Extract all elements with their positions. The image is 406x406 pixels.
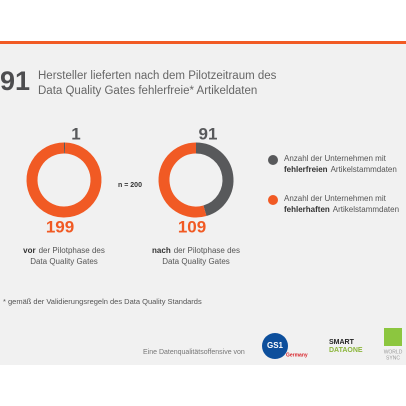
value-label: 199: [46, 217, 74, 236]
footnote: * gemäß der Validierungsregeln des Data …: [3, 297, 202, 306]
legend-label-text: Artikelstammdaten: [333, 205, 399, 214]
sdo-top: SMART: [329, 339, 355, 346]
ws-top: WORLD: [384, 349, 403, 355]
legend-marker: [268, 195, 278, 205]
group-label-bold: vor: [23, 246, 35, 255]
value-label: 1: [71, 124, 80, 143]
title-number: 91: [0, 66, 30, 96]
gs1-sub: Germany: [286, 352, 308, 358]
group-label-bold: nach: [152, 246, 171, 255]
legend-label-text: Artikelstammdaten: [331, 165, 397, 174]
sdo-bottom: DATAONE: [329, 347, 363, 354]
group-label: Data Quality Gates: [30, 257, 98, 266]
title: Data Quality Gates fehlerfreie* Artikeld…: [38, 85, 257, 97]
gs1-text: GS1: [267, 341, 284, 350]
group-label: vor der Pilotphase des: [23, 246, 105, 255]
group-label: nach der Pilotphase des: [152, 246, 240, 255]
panel: [0, 43, 406, 365]
legend-marker: [268, 155, 278, 165]
group-label: Data Quality Gates: [162, 257, 230, 266]
donut-segment: [26, 142, 102, 218]
value-label: 109: [178, 217, 206, 236]
ws-bottom: SYNC: [386, 355, 400, 361]
group-label-text: der Pilotphase des: [39, 246, 105, 255]
title: Hersteller lieferten nach dem Pilotzeitr…: [38, 70, 277, 82]
value-label: 91: [199, 124, 218, 143]
legend-label: fehlerhaften Artikelstammdaten: [284, 205, 399, 214]
donut-segment: [195, 142, 234, 217]
legend-label: Anzahl der Unternehmen mit: [284, 194, 387, 203]
gs1-logo: [262, 333, 288, 359]
legend-label: fehlerfreien Artikelstammdaten: [284, 165, 397, 174]
legend-label-bold: fehlerfreien: [284, 165, 328, 174]
group-label-text: der Pilotphase des: [174, 246, 240, 255]
top-rule: [0, 41, 406, 44]
legend-label-bold: fehlerhaften: [284, 205, 330, 214]
ws-logo: [384, 328, 402, 346]
n-label: n = 200: [118, 182, 142, 189]
donut-segment: [158, 142, 207, 218]
legend-label: Anzahl der Unternehmen mit: [284, 154, 387, 163]
footer-text: Eine Datenqualitätsoffensive von: [143, 349, 245, 356]
